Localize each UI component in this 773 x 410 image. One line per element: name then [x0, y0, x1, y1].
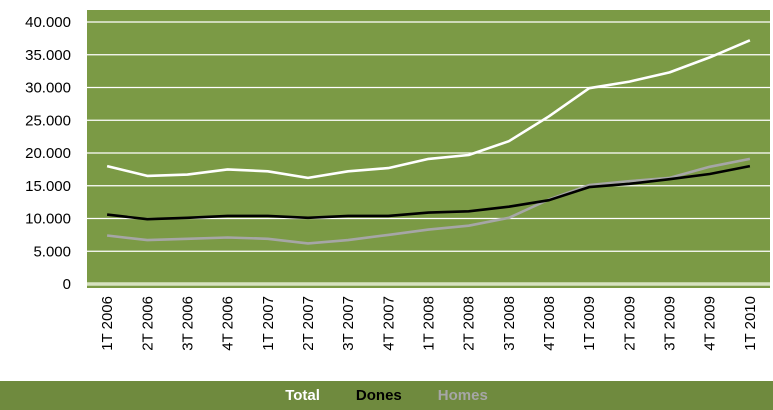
x-tick-label: 2T 2009: [621, 296, 638, 351]
x-tick-label: 2T 2006: [139, 296, 156, 351]
legend-item-dones: Dones: [355, 387, 402, 404]
x-tick-label: 2T 2007: [300, 296, 317, 351]
legend: Total Dones Homes: [0, 381, 773, 410]
y-tick-label: 40.000: [25, 14, 71, 31]
x-tick-label: 1T 2008: [421, 296, 438, 351]
plot-area: [87, 10, 770, 288]
line-chart: 40.000 35.000 30.000 25.000 20.000 15.000 10.0…: [25, 10, 770, 351]
y-tick-label: 30.000: [25, 80, 71, 97]
y-tick-label: 10.000: [25, 211, 71, 228]
legend-item-total: Total: [285, 387, 320, 404]
y-tick-label: 35.000: [25, 47, 71, 64]
x-tick-label: 1T 2006: [99, 296, 116, 351]
x-tick-label: 1T 2010: [742, 296, 759, 351]
y-tick-label: 20.000: [25, 145, 71, 162]
series-line-total: [106, 39, 751, 180]
x-tick-label: 4T 2009: [702, 296, 719, 351]
x-tick-label: 3T 2008: [501, 296, 518, 351]
x-tick-label: 4T 2008: [541, 296, 558, 351]
y-tick-label: 5.000: [33, 243, 71, 260]
x-tick-label: 3T 2007: [340, 296, 357, 351]
y-tick-label: 0: [63, 276, 71, 293]
x-tick-label: 2T 2008: [461, 296, 478, 351]
series-line-homes: [106, 157, 751, 245]
y-tick-label: 25.000: [25, 112, 71, 129]
legend-item-homes: Homes: [437, 387, 488, 404]
y-tick-label: 15.000: [25, 178, 71, 195]
x-tick-label: 4T 2006: [220, 296, 237, 351]
x-tick-label: 1T 2007: [260, 296, 277, 351]
x-tick-label: 1T 2009: [581, 296, 598, 351]
x-tick-label: 3T 2006: [179, 296, 196, 351]
x-tick-label: 4T 2007: [380, 296, 397, 351]
x-tick-label: 3T 2009: [662, 296, 679, 351]
series-line-dones: [106, 164, 751, 221]
